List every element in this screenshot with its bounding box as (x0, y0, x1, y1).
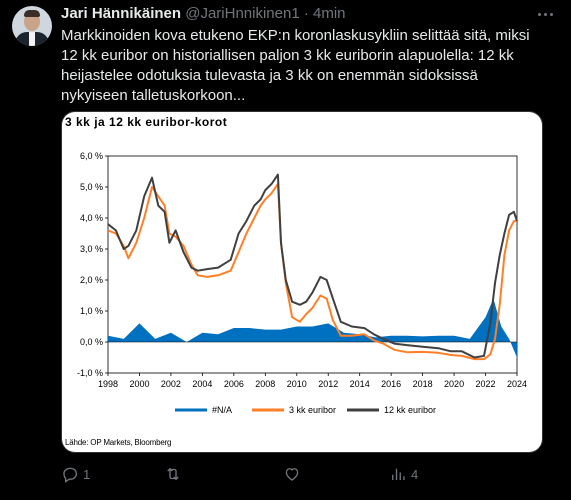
views-icon (392, 468, 405, 480)
author-name[interactable]: Jari Hännikäinen (61, 5, 182, 22)
x-tick-label: 2022 (476, 379, 496, 389)
y-tick-label: 2,0 % (80, 275, 103, 285)
x-tick-label: 2000 (129, 379, 149, 389)
y-tick-label: 4,0 % (80, 213, 103, 223)
y-tick-label: 0,0 % (80, 337, 103, 347)
legend-label: 12 kk euribor (384, 405, 436, 415)
x-tick-label: 2008 (255, 379, 275, 389)
x-tick-label: 1998 (98, 379, 118, 389)
reply-button[interactable]: 1 (61, 462, 90, 486)
series-spread-area (108, 298, 517, 358)
x-tick-label: 2018 (413, 379, 433, 389)
tweet-text: Markkinoiden kova etukeno EKP:n koronlas… (61, 27, 530, 104)
timestamp[interactable]: 4min (313, 5, 346, 22)
y-tick-label: -1,0 % (77, 368, 103, 378)
reply-count: 1 (83, 466, 91, 482)
chart-source: Lähde: OP Markets, Bloomberg (65, 438, 172, 447)
action-bar: 1 4 (61, 462, 541, 486)
reply-icon (63, 467, 78, 483)
chart-image: 3 kk ja 12 kk euribor-korot 6,0 % 5,0 % 4,… (62, 112, 542, 452)
y-tick-label: 5,0 % (80, 182, 103, 192)
series-12kk-line (107, 173, 518, 359)
series-3kk-line (107, 182, 517, 361)
separator: · (303, 5, 309, 22)
x-tick-label: 2012 (318, 379, 338, 389)
x-tick-label: 2006 (224, 379, 244, 389)
media-card[interactable]: 3 kk ja 12 kk euribor-korot 6,0 % 5,0 % 4,… (61, 111, 543, 453)
x-tick-label: 2024 (507, 379, 527, 389)
x-tick-label: 2004 (192, 379, 212, 389)
legend-label: 3 kk euribor (289, 405, 336, 415)
x-tick-label: 2016 (381, 379, 401, 389)
retweet-button[interactable] (164, 462, 186, 486)
x-tick-label: 2002 (161, 379, 181, 389)
x-tick-label: 2010 (287, 379, 307, 389)
y-tick-label: 6,0 % (80, 151, 103, 161)
like-icon (285, 468, 299, 481)
views-button[interactable]: 4 (389, 462, 418, 486)
more-icon[interactable] (530, 4, 560, 26)
avatar[interactable] (12, 6, 52, 46)
views-count: 4 (411, 466, 419, 482)
plot-frame (107, 155, 518, 374)
chart-title: 3 kk ja 12 kk euribor-korot (65, 115, 228, 129)
x-tick-label: 2020 (444, 379, 464, 389)
retweet-icon (167, 467, 179, 481)
tweet-header: Jari Hännikäinen @JariHnnikinen1 · 4min (61, 5, 346, 22)
legend-label: #N/A (212, 405, 232, 415)
x-tick-label: 2014 (350, 379, 370, 389)
author-handle[interactable]: @JariHnnikinen1 (185, 5, 300, 22)
y-tick-label: 1,0 % (80, 306, 103, 316)
y-tick-label: 3,0 % (80, 244, 103, 254)
chart: 6,0 % 5,0 % 4,0 % 3,0 % 2,0 % 1,0 % 0,0 % -1,0 … (77, 151, 527, 415)
like-button[interactable] (283, 462, 305, 486)
